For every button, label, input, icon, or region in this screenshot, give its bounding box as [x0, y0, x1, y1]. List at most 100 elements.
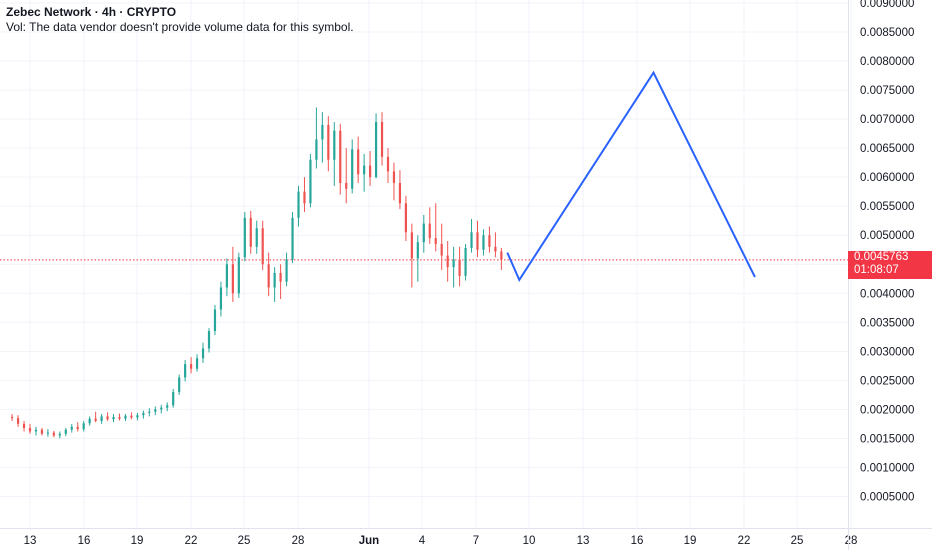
candle: [470, 218, 473, 253]
candle-body: [82, 423, 85, 430]
candle: [106, 412, 109, 421]
y-tick-label: 0.0010000: [860, 462, 914, 474]
grid: [0, 0, 852, 528]
candle: [52, 430, 55, 438]
y-tick-label: 0.0040000: [860, 288, 914, 300]
candle: [94, 411, 97, 423]
y-tick-label: 0.0030000: [860, 346, 914, 358]
candle-body: [422, 223, 425, 243]
candle-body: [76, 426, 79, 430]
candle: [160, 404, 163, 414]
candle: [136, 412, 139, 421]
y-tick-label: 0.0060000: [860, 172, 914, 184]
candle: [339, 123, 342, 195]
candle-body: [190, 364, 193, 369]
candle-body: [470, 232, 473, 248]
candle-body: [34, 429, 38, 432]
candle-body: [88, 418, 91, 424]
candle: [386, 148, 390, 183]
candle-body: [416, 242, 419, 259]
candle-body: [357, 149, 360, 175]
candle-body: [273, 272, 276, 288]
candle: [494, 232, 497, 258]
x-tick-label: 28: [292, 535, 305, 547]
candle: [231, 246, 234, 302]
candle-body: [321, 124, 324, 140]
candle-body: [178, 377, 181, 392]
candle: [207, 328, 211, 353]
x-tick-label: 7: [473, 535, 479, 547]
candle: [184, 360, 187, 382]
candle-body: [28, 427, 32, 432]
candle: [416, 235, 419, 282]
candle-body: [46, 432, 49, 434]
candle: [142, 410, 145, 419]
candle: [321, 112, 324, 163]
candle-body: [136, 415, 139, 418]
candle-body: [398, 182, 402, 204]
candle-body: [285, 259, 288, 282]
candle-body: [434, 238, 437, 244]
candle-body: [112, 416, 115, 420]
x-tick-label: 13: [24, 535, 37, 547]
candle: [434, 203, 437, 252]
candle-body: [213, 309, 217, 332]
candle: [40, 427, 44, 436]
candle-body: [106, 416, 109, 420]
candle-body: [380, 122, 384, 157]
candle: [261, 220, 264, 271]
x-tick-label: 22: [185, 535, 198, 547]
candle: [88, 416, 91, 426]
candle-body: [464, 247, 467, 276]
candle: [16, 415, 20, 427]
candle-body: [124, 415, 127, 419]
candle-body: [70, 426, 73, 430]
y-tick-label: 0.0005000: [860, 491, 914, 503]
x-tick-label: 25: [791, 535, 804, 547]
candle: [279, 264, 282, 300]
y-tick-label: 0.0070000: [860, 114, 914, 126]
candle-body: [142, 412, 145, 416]
candle-body: [327, 124, 330, 160]
candle: [11, 414, 14, 421]
candle: [213, 304, 217, 336]
candle: [410, 223, 413, 288]
candle-body: [303, 191, 306, 204]
y-tick-label: 0.0090000: [860, 0, 914, 10]
candle-body: [345, 182, 348, 189]
candle: [380, 112, 384, 166]
candle-body: [267, 264, 270, 288]
candle: [357, 136, 360, 183]
candle-body: [410, 232, 413, 259]
current-price-label: 0.0045763: [854, 250, 909, 263]
y-tick-label: 0.0085000: [860, 27, 914, 39]
candle: [267, 252, 270, 297]
candle: [392, 162, 396, 201]
candle: [76, 422, 79, 432]
candle: [201, 342, 205, 363]
candle: [428, 207, 431, 244]
x-tick-label: 16: [631, 535, 644, 547]
candle-body: [184, 364, 187, 378]
candle: [237, 252, 240, 298]
candle-body: [309, 159, 312, 204]
candle: [219, 281, 223, 317]
candle: [500, 247, 503, 271]
candle: [303, 177, 306, 212]
candle: [249, 210, 252, 254]
candle-body: [404, 203, 407, 233]
candle: [309, 153, 312, 208]
candle: [398, 170, 402, 210]
candle-body: [386, 156, 390, 172]
candle-body: [446, 255, 449, 268]
candle-body: [40, 429, 44, 434]
candle: [464, 243, 467, 281]
candle-body: [363, 165, 366, 175]
y-tick-label: 0.0025000: [860, 375, 914, 387]
candle-body: [440, 243, 443, 256]
symbol-title[interactable]: Zebec Network · 4h · CRYPTO: [6, 5, 177, 19]
y-tick-label: 0.0015000: [860, 433, 914, 445]
x-tick-label: 25: [238, 535, 251, 547]
candle-body: [94, 418, 97, 421]
